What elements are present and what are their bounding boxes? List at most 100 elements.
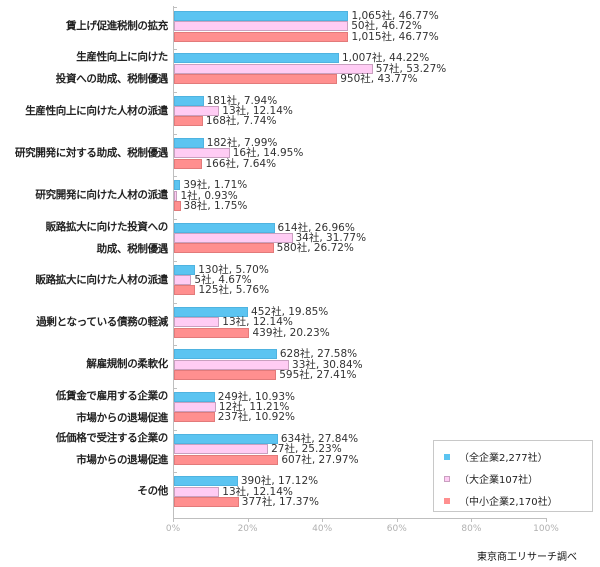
category-label: 賃上げ促進税制の拡充 [0,15,168,37]
bar [174,21,349,32]
legend: （全企業2,277社） （大企業107社） （中小企業2,170社） [433,440,593,512]
bar [174,402,216,412]
x-tick [471,518,473,522]
category-label: 販路拡大に向けた人材の派遣 [0,269,168,291]
data-label: 13社, 12.14% [222,485,293,498]
bar [174,116,203,127]
bar [174,307,249,318]
category-label: 低賃金で雇用する企業の 市場からの退場促進 [0,385,169,429]
bar [174,275,192,286]
x-tick-label: 80% [461,524,482,534]
x-tick-label: 60% [386,524,407,534]
y-tick [173,7,177,8]
y-axis [173,6,174,518]
legend-label: （大企業107社） [459,475,539,486]
bar [174,317,220,328]
category-label-line: 研究開発に対する助成、税制優遇 [15,146,168,159]
data-label: 27社, 25.23% [271,443,342,456]
data-label: 634社, 27.84% [280,433,359,445]
category-label-line: 市場からの退場促進 [76,454,168,466]
bar [174,454,279,465]
bar [174,370,277,380]
category-label: 生産性向上に向けた投資への助成、税制優遇 [0,46,169,90]
data-label: 950社, 43.77% [340,72,418,85]
category-label: 低価格で受注する企業の市場からの退場促進 [0,427,169,471]
category-label-line: 低賃金で雇用する企業の [55,389,169,402]
bar [174,285,196,296]
bar [174,73,338,84]
bar [174,486,220,497]
bar [174,359,290,370]
data-label: 57社, 53.27% [375,62,447,75]
x-tick [173,518,174,522]
data-label: 130社, 5.70% [198,263,269,276]
data-label: 377社, 17.37% [241,495,320,508]
y-tick [173,345,177,347]
bar [174,327,250,338]
data-label: 1,015社, 46.77% [351,30,439,43]
category-label-line: 投資への助成、税制優遇 [55,73,169,86]
data-label: 33社, 30.84% [292,358,363,371]
bar [174,391,215,402]
bar [174,412,215,423]
category-label: 過剰となっている債務の軽減 [0,311,168,333]
x-tick [396,518,398,522]
y-tick [173,218,177,220]
category-label: その他 [0,480,168,502]
bar [174,11,349,21]
data-label: 50社, 46.72% [351,20,422,33]
data-label: 580社, 26.72% [276,242,354,255]
bar [174,434,278,444]
source-note: 東京商工リサーチ調べ [477,552,577,563]
bar [174,476,238,487]
category-label: 解雇規制の柔軟化 [0,353,168,375]
data-label: 607社, 27.97% [281,453,359,466]
y-tick [173,472,177,474]
data-label: 237社, 10.92% [217,411,295,424]
category-label-line: 生産性向上に向けた [76,51,168,64]
category-label-line: 過剰となっている債務の軽減 [36,316,168,329]
y-tick [173,176,177,178]
category-label-line: 販路拡大に向けた人材の派遣 [35,273,168,286]
bar [174,200,181,211]
bar [174,190,178,201]
bar [174,63,373,74]
data-label: 13社, 12.14% [222,104,293,117]
bar [174,496,239,507]
legend-swatch-blue [444,453,450,460]
category-label-line: 低価格で受注する企業の [55,432,169,444]
data-label: 38社, 1.75% [183,199,248,212]
category-label-line: 研究開発に向けた人材の派遣 [35,189,168,202]
x-axis [173,518,547,519]
legend-item-all: （全企業2,277社） [444,449,548,464]
bar [174,148,230,159]
bar [174,95,204,106]
data-label: 249社, 10.93% [217,390,296,403]
x-tick-label: 20% [237,524,258,534]
data-label: 5社, 4.67% [194,274,252,287]
data-label: 628社, 27.58% [279,348,358,361]
data-label: 16社, 14.95% [232,147,304,160]
y-tick [173,260,177,262]
bar [174,137,204,148]
data-label: 1社, 0.93% [180,189,238,202]
bar [174,444,269,455]
x-tick-label: 100% [533,524,559,534]
legend-swatch-red [444,497,450,504]
data-label: 595社, 27.41% [279,369,357,381]
category-label: 研究開発に向けた人材の派遣 [0,184,168,206]
bar [174,105,220,116]
x-tick-label: 0% [165,524,181,534]
bar [174,180,181,191]
legend-item-large: （大企業107社） [444,471,538,486]
data-label: 125社, 5.76% [198,284,270,297]
legend-swatch-pink [444,475,450,482]
data-label: 168社, 7.74% [205,115,277,128]
bar [174,232,293,243]
x-tick [546,518,547,522]
bar [174,53,339,64]
data-label: 181社, 7.94% [206,94,278,107]
y-tick [173,303,177,305]
x-tick [247,518,249,522]
